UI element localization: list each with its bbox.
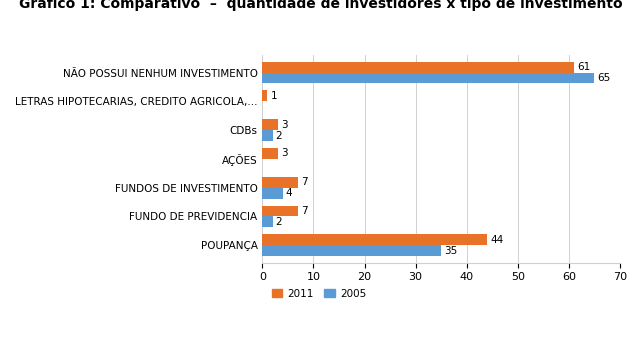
Text: 2: 2 <box>275 217 282 227</box>
Bar <box>263 130 273 141</box>
Text: 3: 3 <box>281 149 288 158</box>
Bar <box>263 119 278 130</box>
Bar <box>263 205 298 217</box>
Bar <box>263 73 594 83</box>
Bar <box>263 245 441 256</box>
Text: 3: 3 <box>281 120 288 130</box>
Text: 7: 7 <box>301 177 308 187</box>
Bar <box>263 62 574 73</box>
Bar <box>263 234 487 245</box>
Text: 7: 7 <box>301 206 308 216</box>
Text: 61: 61 <box>577 62 590 72</box>
Text: 1: 1 <box>270 91 277 101</box>
Text: 35: 35 <box>444 246 458 256</box>
Text: Gráfico 1: Comparativo  –  quantidade de investidores x tipo de investimento: Gráfico 1: Comparativo – quantidade de i… <box>19 0 623 11</box>
Bar <box>263 188 282 199</box>
Text: 65: 65 <box>598 73 611 83</box>
Bar <box>263 177 298 188</box>
Bar <box>263 90 268 101</box>
Text: 2: 2 <box>275 131 282 141</box>
Bar <box>263 217 273 227</box>
Legend: 2011, 2005: 2011, 2005 <box>268 285 370 303</box>
Bar <box>263 148 278 159</box>
Text: 44: 44 <box>490 235 503 245</box>
Text: 4: 4 <box>286 188 293 198</box>
